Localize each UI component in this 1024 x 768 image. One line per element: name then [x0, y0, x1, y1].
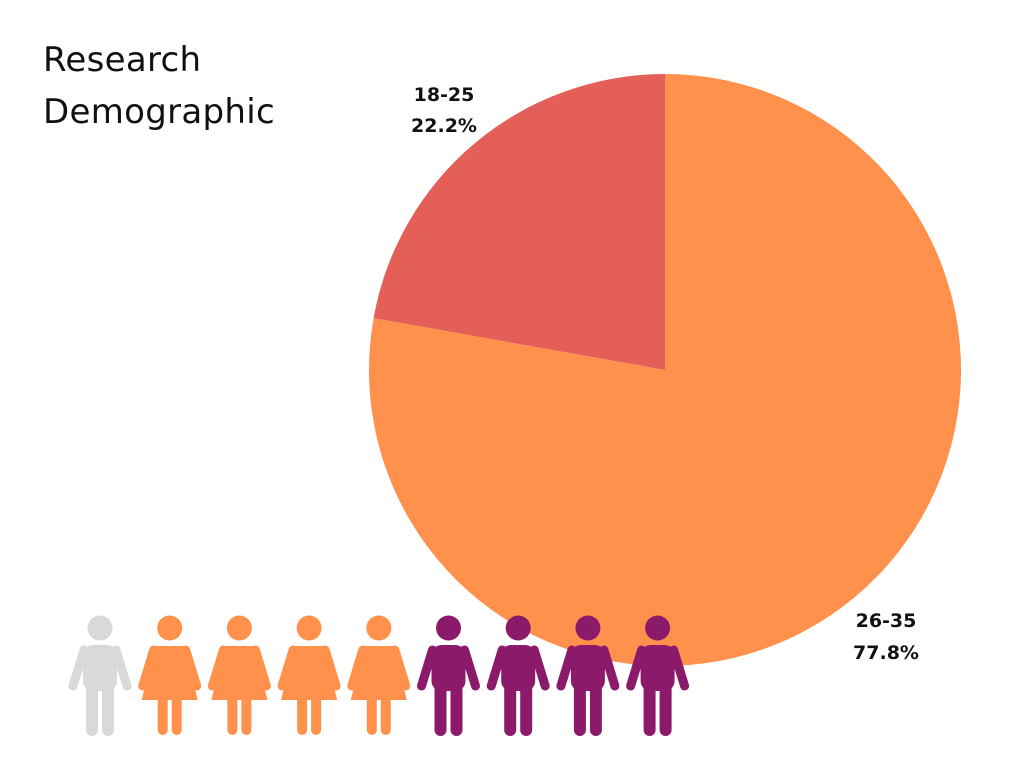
slice-value-18-25: 22.2%	[411, 115, 477, 137]
slice-label-26-35: 26-35	[856, 610, 917, 632]
female-person-icon	[277, 615, 341, 735]
slice-value-26-35: 77.8%	[853, 642, 919, 664]
people-icon-row	[68, 615, 690, 736]
slice-label-18-25: 18-25	[414, 84, 475, 106]
male-person-icon	[556, 615, 620, 736]
female-person-icon	[347, 615, 411, 735]
chart-title: Research Demographic	[43, 34, 275, 138]
male-person-icon	[417, 615, 480, 736]
female-person-icon	[138, 615, 202, 735]
female-person-icon	[207, 615, 271, 735]
male-person-icon	[68, 615, 132, 736]
pie-slices	[369, 74, 962, 666]
chart-title-line2: Demographic	[43, 92, 275, 132]
pie-slice-26-35	[369, 74, 962, 666]
male-person-icon	[486, 615, 550, 736]
male-person-icon	[626, 615, 690, 736]
chart-title-line1: Research	[43, 40, 202, 80]
pie-labels: 18-25 22.2% 26-35 77.8%	[411, 84, 919, 664]
pie-slice-18-25	[373, 74, 665, 370]
